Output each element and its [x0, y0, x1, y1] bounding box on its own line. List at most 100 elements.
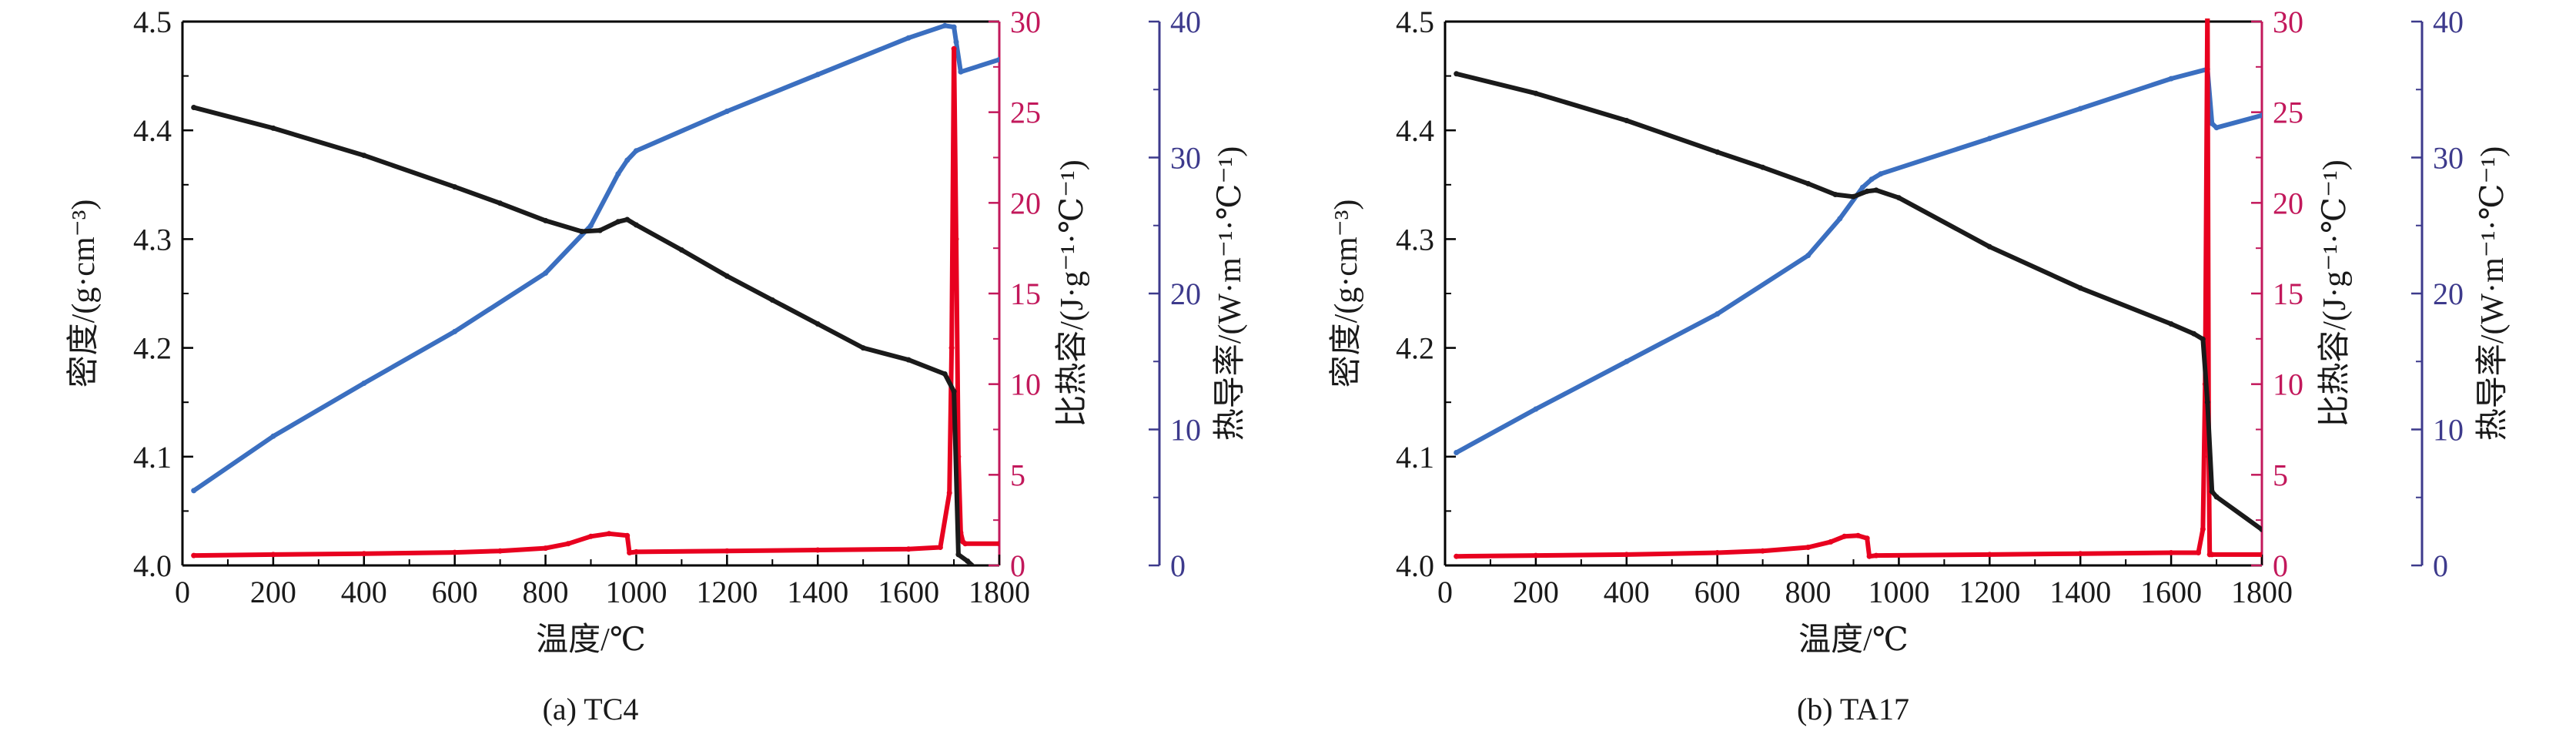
specific-heat-point — [2209, 552, 2215, 558]
thermal-conductivity-point — [1878, 171, 1884, 177]
y-right1-tick-label: 10 — [2273, 367, 2303, 402]
specific-heat-point — [633, 548, 639, 555]
specific-heat-point — [606, 531, 612, 537]
specific-heat-point — [543, 545, 549, 552]
figure-caption: (b) TA17 — [1797, 692, 1909, 726]
specific-heat-point — [815, 547, 821, 553]
y-right1-tick-label: 25 — [2273, 96, 2303, 130]
thermal-conductivity-point — [588, 223, 594, 229]
specific-heat-point — [1760, 548, 1766, 554]
y-right2-tick-label: 30 — [2433, 141, 2464, 176]
thermal-conductivity-point — [1986, 136, 1992, 142]
thermal-conductivity-point — [1624, 358, 1630, 364]
x-tick-label: 400 — [341, 575, 387, 609]
density-point — [361, 153, 367, 159]
density-point — [678, 247, 684, 253]
thermal-conductivity-point — [624, 157, 631, 163]
thermal-conductivity-point — [942, 22, 948, 29]
density-point — [724, 273, 730, 279]
specific-heat-point — [1715, 550, 1721, 555]
thermal-conductivity-line — [1454, 66, 2262, 455]
specific-heat-point — [905, 546, 912, 552]
density-point — [2204, 399, 2210, 405]
x-tick-label: 1400 — [2049, 575, 2111, 609]
density-point — [1851, 193, 1856, 200]
specific-heat-point — [996, 541, 999, 547]
y-right1-axis-title: 比热容/(J·g⁻¹·℃⁻¹) — [1054, 159, 1090, 427]
density-point — [1873, 187, 1879, 193]
specific-heat-point — [1842, 533, 1848, 539]
y-right2-tick-label: 10 — [2433, 413, 2464, 448]
specific-heat-point — [497, 548, 503, 554]
density-point — [1895, 195, 1902, 201]
density-point — [543, 217, 549, 223]
thermal-conductivity-point — [2259, 112, 2262, 119]
specific-heat-point — [627, 550, 633, 555]
y-right1-tick-label: 10 — [1010, 367, 1041, 402]
chart-tc4: 0 200 400 600 800 1000 1200 1400 1600 18004.04.14… — [65, 5, 1248, 726]
specific-heat-point — [565, 541, 571, 547]
thermal-conductivity-point — [724, 109, 730, 114]
y-right2-axis-title: 热导率/(W·m⁻¹·℃⁻¹) — [2474, 146, 2511, 441]
specific-heat-point — [2168, 550, 2174, 555]
y-right1-tick-label: 20 — [2273, 186, 2303, 220]
density-point — [955, 552, 962, 558]
thermal-conductivity-point — [1533, 406, 1539, 412]
density-point — [905, 357, 912, 363]
density-point — [965, 558, 971, 564]
density-point — [633, 222, 639, 228]
density-point — [769, 297, 775, 303]
x-tick-label: 1000 — [605, 575, 667, 609]
thermal-conductivity-point — [1715, 311, 1721, 317]
y-right2-tick-label: 20 — [1170, 277, 1201, 311]
density-point — [1805, 180, 1812, 186]
thermal-conductivity-point — [2213, 125, 2220, 131]
density-point — [1760, 164, 1766, 170]
y-right2-tick-label: 40 — [1170, 5, 1201, 39]
thermal-conductivity-point — [958, 69, 964, 75]
specific-heat-point — [2205, 1, 2210, 6]
density-point — [860, 345, 866, 351]
thermal-conductivity-point — [543, 270, 549, 276]
x-tick-label: 1600 — [2140, 575, 2202, 609]
x-tick-label: 800 — [523, 575, 569, 609]
thermal-conductivity-point — [1868, 176, 1875, 183]
x-tick-label: 400 — [1604, 575, 1650, 609]
thermal-conductivity-point — [1859, 184, 1865, 190]
density-point — [624, 216, 631, 223]
x-tick-label: 1200 — [1959, 575, 2020, 609]
thermal-conductivity-point — [1805, 253, 1812, 259]
specific-heat-point — [1855, 532, 1861, 538]
x-tick-label: 1200 — [696, 575, 758, 609]
density-point — [191, 105, 197, 110]
specific-heat-point — [1533, 552, 1539, 558]
thermal-conductivity-point — [951, 24, 957, 30]
density-point — [1624, 118, 1630, 123]
density-point — [942, 371, 948, 377]
thermal-conductivity-point — [953, 39, 959, 45]
thermal-conductivity-point — [1454, 450, 1460, 455]
density-point — [1986, 243, 1992, 250]
thermal-conductivity-point — [996, 56, 999, 62]
y-right1-tick-label: 25 — [1010, 96, 1041, 130]
thermal-conductivity-point — [191, 488, 197, 494]
density-point — [579, 229, 585, 234]
x-tick-label: 1600 — [878, 575, 939, 609]
specific-heat-point — [1866, 553, 1872, 559]
thermal-conductivity-point — [452, 328, 458, 334]
density-point — [597, 227, 603, 233]
specific-heat-point — [937, 545, 943, 550]
x-tick-label: 1400 — [787, 575, 848, 609]
density-point — [2259, 526, 2262, 532]
y-right1-tick-label: 15 — [2273, 277, 2303, 311]
density-point — [1832, 192, 1838, 197]
density-point — [951, 388, 957, 394]
specific-heat-point — [962, 541, 969, 547]
thermal-conductivity-line — [191, 23, 999, 493]
y-right2-axis-title: 热导率/(W·m⁻¹·℃⁻¹) — [1212, 146, 1248, 441]
y-right2-tick-label: 0 — [2433, 548, 2448, 583]
x-axis-title: 温度/℃ — [536, 622, 646, 658]
y-left-axis-title: 密度/(g·cm⁻³) — [1328, 200, 1364, 388]
y-left-tick-label: 4.0 — [1396, 548, 1434, 583]
